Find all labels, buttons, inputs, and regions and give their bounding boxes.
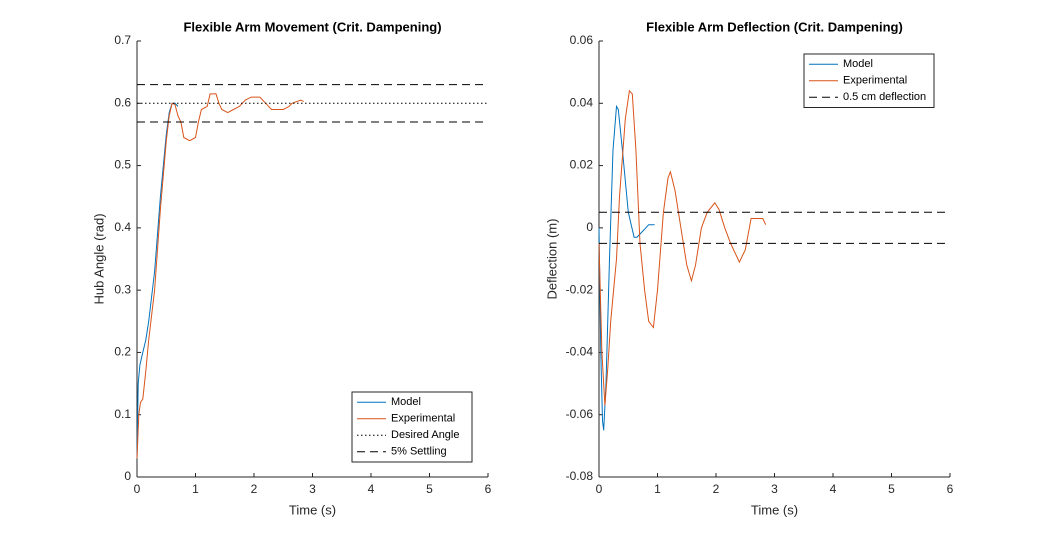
y-tick-label: 0.3 [114,282,131,296]
x-tick-label: 4 [368,482,375,496]
y-tick-label: 0 [124,469,131,483]
x-tick-label: 4 [830,482,837,496]
y-tick-label: 0.5 [114,158,131,172]
x-tick-label: 6 [485,482,492,496]
y-tick-label: -0.08 [566,469,594,483]
legend-box [351,391,473,463]
x-axis-label: Time (s) [289,502,336,517]
legend-label: Experimental [391,413,455,425]
legend-label: Model [843,58,873,70]
axes: Flexible Arm Deflection (Crit. Dampening… [544,19,953,517]
legend-label: Model [391,396,421,408]
data-line [136,93,304,459]
data-line [136,102,179,459]
y-tick-label: 0.7 [114,33,131,47]
y-tick-label: 0.2 [114,345,131,359]
legend-label: Desired Angle [391,429,460,441]
y-axis-label: Hub Angle (rad) [91,213,106,304]
x-tick-label: 1 [192,482,199,496]
y-tick-label: -0.06 [566,407,594,421]
y-tick-label: 0.1 [114,407,131,421]
legend: Model Experimental Desired Angle 5% Settlin… [351,391,473,463]
y-tick-label: 0.4 [114,220,131,234]
x-tick-label: 1 [654,482,661,496]
legend-label: Experimental [843,75,907,87]
x-axis-label: Time (s) [751,502,798,517]
legend-label: 5% Settling [391,446,447,458]
data-line [598,89,767,406]
data-line [598,104,655,431]
y-tick-label: 0.6 [114,95,131,109]
y-tick-label: 0.04 [570,95,594,109]
y-tick-label: 0 [586,220,593,234]
x-tick-label: 2 [251,482,258,496]
x-tick-label: 2 [713,482,720,496]
x-tick-label: 6 [947,482,954,496]
x-tick-label: 3 [771,482,778,496]
y-axis-label: Deflection (m) [544,219,559,300]
x-tick-label: 3 [309,482,316,496]
y-tick-label: 0.02 [570,158,594,172]
x-tick-label: 0 [134,482,141,496]
y-tick-label: 0.06 [570,33,594,47]
axes: Flexible Arm Movement (Crit. Dampening) T… [91,19,491,517]
legend: Model Experimental 0.5 cm deflection [803,53,935,108]
legend-label: 0.5 cm deflection [843,91,926,103]
x-tick-label: 5 [888,482,895,496]
y-tick-label: -0.02 [566,282,594,296]
y-tick-label: -0.04 [566,345,594,359]
chart-title: Flexible Arm Movement (Crit. Dampening) [183,19,441,34]
x-tick-label: 0 [596,482,603,496]
chart-title: Flexible Arm Deflection (Crit. Dampening… [646,19,903,34]
x-tick-label: 5 [426,482,433,496]
